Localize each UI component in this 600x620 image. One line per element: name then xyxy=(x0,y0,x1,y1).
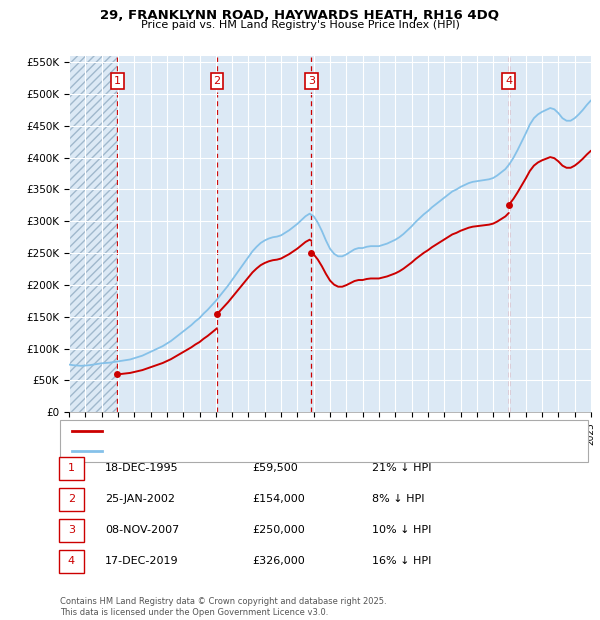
Text: 2: 2 xyxy=(214,76,221,86)
Text: 08-NOV-2007: 08-NOV-2007 xyxy=(105,525,179,535)
Bar xyxy=(69,56,117,412)
Text: Price paid vs. HM Land Registry's House Price Index (HPI): Price paid vs. HM Land Registry's House … xyxy=(140,20,460,30)
Text: 25-JAN-2002: 25-JAN-2002 xyxy=(105,494,175,504)
Text: 17-DEC-2019: 17-DEC-2019 xyxy=(105,556,179,566)
Text: Contains HM Land Registry data © Crown copyright and database right 2025.
This d: Contains HM Land Registry data © Crown c… xyxy=(60,598,386,617)
Text: 18-DEC-1995: 18-DEC-1995 xyxy=(105,463,179,473)
Text: 29, FRANKLYNN ROAD, HAYWARDS HEATH, RH16 4DQ: 29, FRANKLYNN ROAD, HAYWARDS HEATH, RH16… xyxy=(101,9,499,22)
Text: £250,000: £250,000 xyxy=(252,525,305,535)
Text: 16% ↓ HPI: 16% ↓ HPI xyxy=(372,556,431,566)
Text: 8% ↓ HPI: 8% ↓ HPI xyxy=(372,494,425,504)
Text: 21% ↓ HPI: 21% ↓ HPI xyxy=(372,463,431,473)
Text: 4: 4 xyxy=(68,556,75,566)
Text: 3: 3 xyxy=(308,76,315,86)
Text: HPI: Average price, semi-detached house, Mid Sussex: HPI: Average price, semi-detached house,… xyxy=(108,447,363,456)
Text: 4: 4 xyxy=(505,76,512,86)
Text: 1: 1 xyxy=(68,463,75,473)
Text: 3: 3 xyxy=(68,525,75,535)
Text: 2: 2 xyxy=(68,494,75,504)
Text: 10% ↓ HPI: 10% ↓ HPI xyxy=(372,525,431,535)
Text: 1: 1 xyxy=(114,76,121,86)
Text: £154,000: £154,000 xyxy=(252,494,305,504)
Text: £326,000: £326,000 xyxy=(252,556,305,566)
Text: 29, FRANKLYNN ROAD, HAYWARDS HEATH, RH16 4DQ (semi-detached house): 29, FRANKLYNN ROAD, HAYWARDS HEATH, RH16… xyxy=(108,427,474,436)
Text: £59,500: £59,500 xyxy=(252,463,298,473)
